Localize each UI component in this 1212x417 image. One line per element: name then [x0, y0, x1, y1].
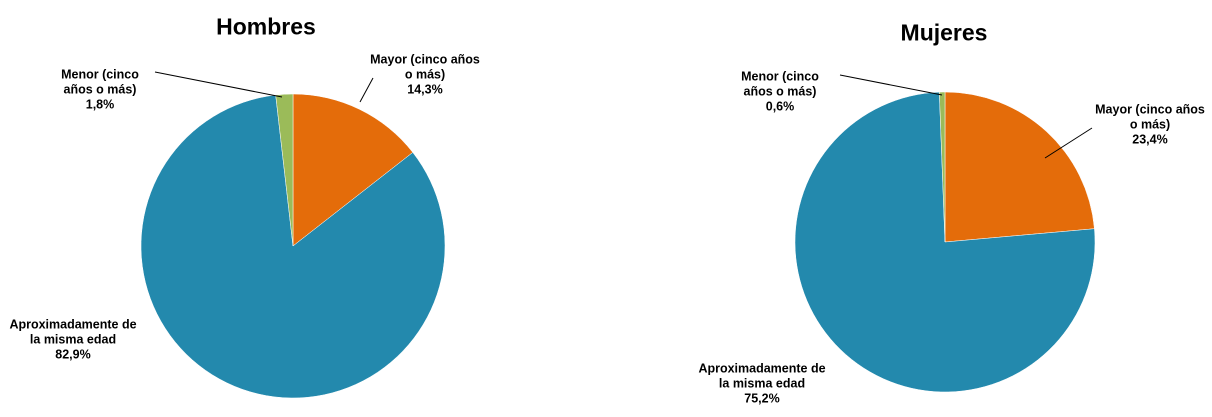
pie-slice	[944, 91, 1095, 243]
label-value: 1,8%	[85, 97, 115, 112]
data-label: Menor (cinco años o más) 0,6%	[725, 70, 835, 115]
label-value: 0,6%	[765, 99, 795, 114]
label-value: 23,4%	[1132, 132, 1168, 147]
label-name: Menor (cinco años o más)	[61, 67, 139, 97]
label-name: Aproximadamente de la misma edad	[698, 361, 826, 391]
data-label: Mayor (cinco años o más) 14,3%	[370, 53, 480, 98]
data-label: Menor (cinco años o más) 1,8%	[45, 68, 155, 113]
label-name: Aproximadamente de la misma edad	[9, 317, 137, 347]
data-label: Aproximadamente de la misma edad 75,2%	[697, 362, 827, 407]
label-value: 14,3%	[407, 82, 443, 97]
data-label: Aproximadamente de la misma edad 82,9%	[8, 318, 138, 363]
label-name: Mayor (cinco años o más)	[1095, 102, 1205, 132]
label-name: Menor (cinco años o más)	[741, 69, 819, 99]
chart-title: Hombres	[216, 13, 316, 40]
pie-slice	[140, 94, 446, 399]
label-value: 75,2%	[744, 391, 780, 406]
chart-title: Mujeres	[900, 19, 988, 46]
leader-line	[839, 74, 943, 96]
leader-line	[154, 71, 283, 98]
label-value: 82,9%	[55, 347, 91, 362]
pie-slice	[939, 91, 946, 243]
data-label: Mayor (cinco años o más) 23,4%	[1095, 103, 1205, 148]
leader-line	[1044, 127, 1093, 159]
leader-line	[359, 77, 374, 103]
pie-slice	[794, 91, 1096, 393]
pie-slice	[275, 93, 294, 247]
pie-slice	[292, 93, 414, 247]
label-name: Mayor (cinco años o más)	[370, 52, 480, 82]
